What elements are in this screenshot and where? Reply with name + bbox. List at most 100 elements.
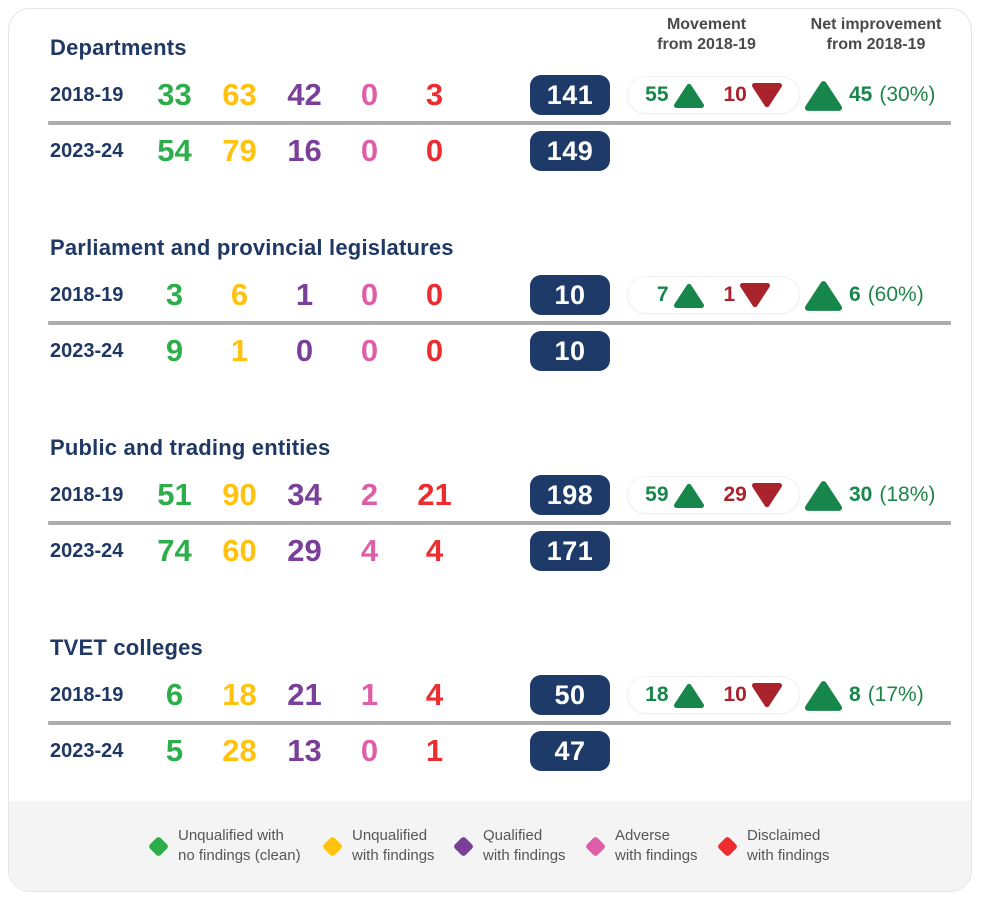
triangle-up-icon <box>673 283 704 308</box>
improved-count: 55 <box>645 83 669 106</box>
outcome-value-disclaimed: 4 <box>425 677 444 712</box>
triangle-up-icon <box>673 83 704 108</box>
outcome-value-clean: 74 <box>157 533 192 568</box>
outcome-value-disclaimed: 3 <box>425 77 444 112</box>
diamond-icon <box>321 835 344 857</box>
net-improvement-percent: (60%) <box>867 283 924 306</box>
total-badge: 47 <box>530 731 610 771</box>
section-title: Departments <box>50 35 187 60</box>
outcome-value-unqualified-findings: 6 <box>230 277 249 312</box>
year-label: 2023-24 <box>50 139 124 162</box>
triangle-up-icon <box>673 683 704 708</box>
outcome-value-unqualified-findings: 60 <box>222 533 257 568</box>
section-public-entities: Public and trading entities 2018-19 51 9… <box>9 435 971 577</box>
audit-outcomes-card: Movement from 2018-19 Net improvement fr… <box>8 8 972 892</box>
outcome-value-unqualified-findings: 63 <box>222 77 257 112</box>
table-row-2023-24: 2023-24 74 60 29 4 4 171 <box>9 525 971 577</box>
movement-header-line2: from 2018-19 <box>657 35 756 53</box>
outcome-value-unqualified-findings: 28 <box>222 733 257 768</box>
outcome-value-disclaimed: 0 <box>425 133 444 168</box>
table-row-2023-24: 2023-24 5 28 13 0 1 47 <box>9 725 971 777</box>
regressed-count: 29 <box>723 483 747 506</box>
year-label: 2023-24 <box>50 339 124 362</box>
outcome-value-clean: 6 <box>165 677 184 712</box>
year-label: 2018-19 <box>50 283 124 306</box>
total-badge: 10 <box>530 331 610 371</box>
outcome-value-disclaimed: 21 <box>417 477 452 512</box>
year-label: 2018-19 <box>50 83 124 106</box>
net-improvement-percent: (30%) <box>879 83 936 106</box>
net-improvement-value: 8 <box>849 683 861 706</box>
outcome-value-disclaimed: 1 <box>425 733 444 768</box>
legend-label: Unqualified with no findings (clean) <box>178 827 301 864</box>
net-improvement-value: 6 <box>849 283 861 306</box>
movement-header-line1: Movement <box>666 16 747 33</box>
triangle-up-icon <box>805 280 842 311</box>
sections-container: Departments 2018-19 33 63 42 0 3 141 55 … <box>9 9 971 777</box>
legend-footer: Unqualified with no findings (clean) Unq… <box>9 801 971 891</box>
outcome-value-disclaimed: 4 <box>425 533 444 568</box>
row-divider <box>48 521 951 525</box>
movement-pill: 55 10 <box>627 76 800 114</box>
outcome-value-adverse: 0 <box>360 333 379 368</box>
improved-count: 18 <box>645 683 669 706</box>
table-row-2023-24: 2023-24 9 1 0 0 0 10 <box>9 325 971 377</box>
triangle-up-icon <box>805 80 842 111</box>
section-departments: Departments 2018-19 33 63 42 0 3 141 55 … <box>9 35 971 177</box>
total-badge: 198 <box>530 475 610 515</box>
outcome-value-qualified: 42 <box>287 77 322 112</box>
row-divider <box>48 321 951 325</box>
net-header-line1: Net improvement <box>810 16 942 33</box>
triangle-up-icon <box>673 483 704 508</box>
outcome-value-adverse: 2 <box>360 477 379 512</box>
outcome-value-qualified: 21 <box>287 677 322 712</box>
net-improvement-value: 30 <box>849 483 873 506</box>
section-title: Public and trading entities <box>50 435 331 460</box>
improved-count: 59 <box>645 483 669 506</box>
outcome-value-clean: 33 <box>157 77 192 112</box>
row-divider <box>48 721 951 725</box>
outcome-value-adverse: 0 <box>360 277 379 312</box>
net-header-line2: from 2018-19 <box>826 35 926 53</box>
outcome-value-unqualified-findings: 90 <box>222 477 257 512</box>
net-improvement-percent: (17%) <box>867 683 924 706</box>
triangle-down-icon <box>751 82 782 107</box>
outcome-value-clean: 5 <box>165 733 184 768</box>
section-parliament: Parliament and provincial legislatures 2… <box>9 235 971 377</box>
movement-pill: 59 29 <box>627 476 800 514</box>
table-row-2018-19: 2018-19 33 63 42 0 3 141 55 10 45 (30%) <box>9 69 971 121</box>
outcome-value-adverse: 0 <box>360 733 379 768</box>
section-title: TVET colleges <box>50 635 203 660</box>
legend-item-adverse: Adverse with findings <box>584 826 717 866</box>
total-badge: 141 <box>530 75 610 115</box>
legend-item-qualified: Qualified with findings <box>452 826 585 866</box>
net-improvement-cell: 45 (30%) <box>805 80 965 111</box>
outcome-value-clean: 9 <box>165 333 184 368</box>
net-improvement-percent: (18%) <box>879 483 936 506</box>
outcome-value-qualified: 0 <box>295 333 314 368</box>
table-row-2018-19: 2018-19 51 90 34 2 21 198 59 29 30 (18%) <box>9 469 971 521</box>
diamond-icon <box>147 835 170 857</box>
outcome-value-adverse: 0 <box>360 133 379 168</box>
table-row-2018-19: 2018-19 6 18 21 1 4 50 18 10 8 (17%) <box>9 669 971 721</box>
net-improvement-value: 45 <box>849 83 873 106</box>
triangle-down-icon <box>751 482 782 507</box>
legend-label: Unqualified with findings <box>352 827 435 864</box>
outcome-value-clean: 51 <box>157 477 192 512</box>
regressed-count: 10 <box>723 83 747 106</box>
outcome-value-unqualified-findings: 18 <box>222 677 257 712</box>
total-badge: 50 <box>530 675 610 715</box>
legend-item-disclaimed: Disclaimed with findings <box>716 826 847 866</box>
net-improvement-cell: 8 (17%) <box>805 680 965 711</box>
outcome-value-clean: 54 <box>157 133 192 168</box>
outcome-value-qualified: 34 <box>287 477 322 512</box>
legend-label: Disclaimed with findings <box>747 827 830 864</box>
movement-pill: 7 1 <box>627 276 800 314</box>
total-badge: 149 <box>530 131 610 171</box>
legend-item-unqualified-findings: Unqualified with findings <box>321 826 453 866</box>
year-label: 2018-19 <box>50 483 124 506</box>
triangle-down-icon <box>740 282 771 307</box>
net-improvement-cell: 6 (60%) <box>805 280 965 311</box>
diamond-icon <box>584 835 607 857</box>
year-label: 2023-24 <box>50 739 124 762</box>
